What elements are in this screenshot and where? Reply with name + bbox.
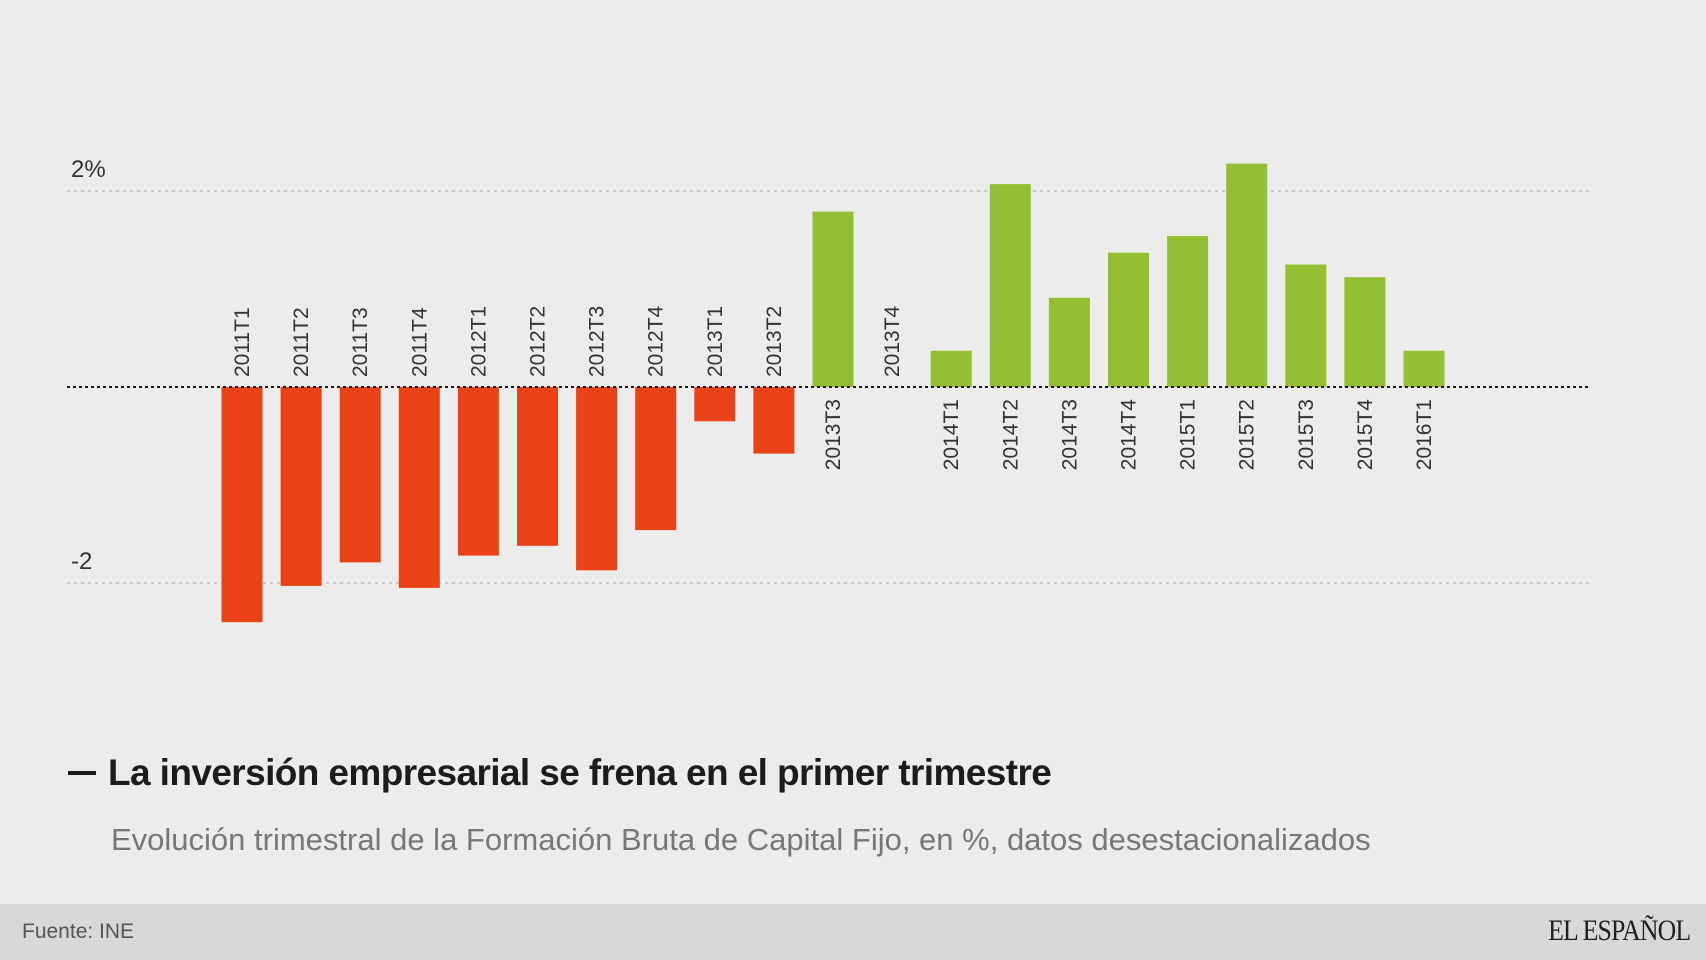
bar-2013T1: [694, 387, 736, 422]
title-dash-decoration: [68, 771, 96, 775]
x-tick-label: 2014T2: [999, 399, 1022, 470]
y-tick-label: -2: [71, 548, 92, 575]
x-tick-label: 2013T1: [704, 306, 727, 377]
x-tick-label: 2015T2: [1236, 399, 1259, 470]
x-tick-label: 2013T4: [881, 305, 904, 377]
bar-2012T4: [635, 387, 677, 531]
y-tick-label: 2%: [71, 156, 106, 183]
x-tick-label: 2014T4: [1118, 399, 1141, 471]
x-tick-label: 2012T2: [527, 306, 550, 377]
x-tick-label: 2014T3: [1058, 399, 1081, 470]
x-tick-label: 2015T1: [1177, 399, 1200, 470]
x-tick-label: 2012T4: [645, 305, 668, 377]
x-tick-label: 2013T3: [822, 399, 845, 470]
x-tick-label: 2011T2: [290, 307, 313, 377]
x-tick-label: 2011T4: [408, 307, 431, 377]
bar-chart: 2% -2 2011T1 2011T2 2011T3 2011T4 2012T1 2012T2…: [67, 156, 1590, 623]
bar-2016T1: [1403, 350, 1445, 387]
x-tick-label: 2012T1: [467, 306, 490, 377]
bar-2015T1: [1167, 236, 1209, 387]
x-tick-label: 2012T3: [586, 306, 609, 377]
x-tick-label: 2015T3: [1295, 399, 1318, 470]
chart-title-row: La inversión empresarial se frena en el …: [68, 752, 1052, 794]
bar-2012T2: [517, 387, 558, 546]
footer-bar: Fuente: INE EL ESPAÑOL: [0, 904, 1706, 960]
bar-2014T3: [1048, 297, 1090, 387]
bar-2013T2: [753, 387, 795, 454]
x-tick-label: 2011T1: [231, 307, 254, 377]
bar-2011T1: [221, 387, 263, 623]
bar-2014T1: [930, 350, 972, 387]
brand-logo: EL ESPAÑOL: [1547, 914, 1691, 947]
bar-2013T3: [812, 211, 854, 387]
bar-2011T3: [339, 387, 381, 563]
x-tick-label: 2016T1: [1413, 399, 1436, 470]
bar-2012T3: [576, 387, 618, 571]
bar-2015T4: [1344, 277, 1386, 387]
x-tick-label: 2014T1: [940, 399, 963, 470]
bar-2014T2: [989, 184, 1031, 387]
bar-2011T2: [280, 387, 322, 586]
bar-2012T1: [457, 387, 499, 556]
bar-2015T3: [1285, 264, 1327, 387]
x-tick-label: 2013T2: [763, 306, 786, 377]
x-tick-label: 2015T4: [1354, 399, 1377, 471]
chart-subtitle: Evolución trimestral de la Formación Bru…: [111, 822, 1371, 857]
bar-2014T4: [1108, 252, 1149, 387]
bar-2015T2: [1226, 163, 1268, 387]
x-tick-label: 2011T3: [349, 307, 372, 377]
bar-2011T4: [398, 387, 440, 588]
source-note: Fuente: INE: [22, 920, 135, 943]
chart-title: La inversión empresarial se frena en el …: [108, 752, 1052, 793]
